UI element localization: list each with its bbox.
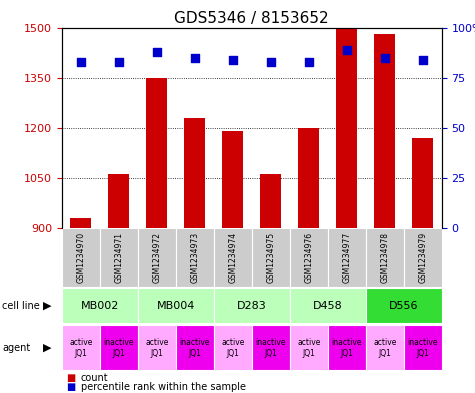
Text: active
JQ1: active JQ1 bbox=[221, 338, 245, 358]
Bar bbox=[260, 174, 281, 228]
Bar bbox=[146, 77, 167, 228]
Bar bbox=[336, 28, 357, 228]
Text: GSM1234970: GSM1234970 bbox=[76, 232, 85, 283]
Title: GDS5346 / 8153652: GDS5346 / 8153652 bbox=[174, 11, 329, 26]
Bar bbox=[70, 218, 91, 228]
Bar bbox=[328, 228, 366, 287]
Bar bbox=[366, 228, 404, 287]
Text: active
JQ1: active JQ1 bbox=[69, 338, 93, 358]
Bar bbox=[138, 325, 176, 371]
Bar bbox=[404, 228, 442, 287]
Bar bbox=[62, 228, 100, 287]
Bar bbox=[290, 325, 328, 371]
Bar bbox=[214, 288, 290, 323]
Bar bbox=[100, 325, 138, 371]
Point bbox=[77, 59, 85, 65]
Point bbox=[229, 57, 237, 63]
Bar bbox=[176, 325, 214, 371]
Text: GSM1234977: GSM1234977 bbox=[342, 232, 351, 283]
Bar bbox=[176, 228, 214, 287]
Text: inactive
JQ1: inactive JQ1 bbox=[408, 338, 438, 358]
Point bbox=[153, 48, 161, 55]
Text: agent: agent bbox=[2, 343, 30, 353]
Text: percentile rank within the sample: percentile rank within the sample bbox=[81, 382, 246, 392]
Text: GSM1234971: GSM1234971 bbox=[114, 232, 123, 283]
Bar bbox=[62, 288, 138, 323]
Text: ▶: ▶ bbox=[43, 301, 51, 310]
Bar bbox=[290, 288, 366, 323]
Text: inactive
JQ1: inactive JQ1 bbox=[104, 338, 134, 358]
Bar bbox=[366, 288, 442, 323]
Point bbox=[381, 55, 389, 61]
Point bbox=[115, 59, 123, 65]
Bar bbox=[138, 228, 176, 287]
Text: ▶: ▶ bbox=[43, 343, 51, 353]
Text: ■: ■ bbox=[66, 373, 76, 383]
Text: GSM1234973: GSM1234973 bbox=[190, 232, 199, 283]
Text: active
JQ1: active JQ1 bbox=[145, 338, 169, 358]
Text: MB002: MB002 bbox=[81, 301, 119, 310]
Point bbox=[305, 59, 313, 65]
Text: D283: D283 bbox=[237, 301, 266, 310]
Text: MB004: MB004 bbox=[157, 301, 195, 310]
Point bbox=[343, 46, 351, 53]
Text: GSM1234979: GSM1234979 bbox=[418, 232, 427, 283]
Bar bbox=[412, 138, 433, 228]
Bar bbox=[100, 228, 138, 287]
Text: inactive
JQ1: inactive JQ1 bbox=[180, 338, 210, 358]
Bar bbox=[290, 228, 328, 287]
Bar bbox=[214, 228, 252, 287]
Point bbox=[419, 57, 427, 63]
Bar bbox=[328, 325, 366, 371]
Point bbox=[267, 59, 275, 65]
Text: GSM1234975: GSM1234975 bbox=[266, 232, 275, 283]
Bar bbox=[298, 128, 319, 228]
Text: GSM1234978: GSM1234978 bbox=[380, 232, 389, 283]
Bar bbox=[184, 118, 205, 228]
Text: cell line: cell line bbox=[2, 301, 40, 310]
Bar bbox=[366, 325, 404, 371]
Text: inactive
JQ1: inactive JQ1 bbox=[256, 338, 286, 358]
Bar bbox=[138, 288, 214, 323]
Bar bbox=[252, 325, 290, 371]
Text: D458: D458 bbox=[313, 301, 342, 310]
Text: ■: ■ bbox=[66, 382, 76, 392]
Text: active
JQ1: active JQ1 bbox=[297, 338, 321, 358]
Text: D556: D556 bbox=[389, 301, 418, 310]
Text: GSM1234976: GSM1234976 bbox=[304, 232, 313, 283]
Text: inactive
JQ1: inactive JQ1 bbox=[332, 338, 362, 358]
Bar bbox=[222, 131, 243, 228]
Bar bbox=[374, 34, 395, 228]
Bar bbox=[214, 325, 252, 371]
Text: GSM1234974: GSM1234974 bbox=[228, 232, 237, 283]
Bar bbox=[62, 325, 100, 371]
Text: active
JQ1: active JQ1 bbox=[373, 338, 397, 358]
Text: GSM1234972: GSM1234972 bbox=[152, 232, 161, 283]
Text: count: count bbox=[81, 373, 108, 383]
Bar bbox=[404, 325, 442, 371]
Point bbox=[191, 55, 199, 61]
Bar bbox=[252, 228, 290, 287]
Bar bbox=[108, 174, 129, 228]
